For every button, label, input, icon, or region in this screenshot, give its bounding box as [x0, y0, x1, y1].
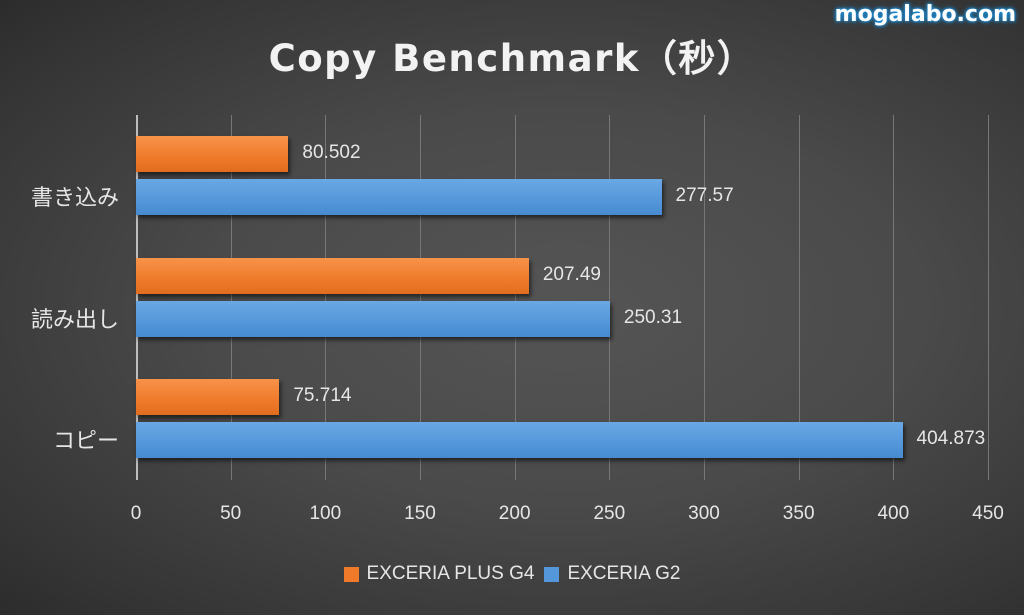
chart-title: Copy Benchmark（秒） [268, 37, 756, 80]
data-label: 277.57 [675, 185, 734, 206]
x-tick-label: 200 [498, 503, 531, 524]
data-label: 250.31 [623, 307, 683, 328]
legend-label: EXCERIA G2 [567, 563, 681, 584]
bar-exceria-plus-g4 [136, 379, 280, 415]
y-axis-line [136, 115, 138, 480]
gridline [893, 115, 895, 480]
bar-exceria-g2 [136, 179, 662, 215]
legend-label: EXCERIA PLUS G4 [366, 563, 535, 584]
bar-exceria-plus-g4 [136, 258, 529, 294]
x-tick-label: 50 [220, 503, 242, 524]
bar-exceria-plus-g4 [136, 136, 289, 172]
data-label: 404.873 [916, 428, 986, 449]
gridline [325, 115, 327, 480]
gridline [420, 115, 421, 480]
data-label: 75.714 [293, 385, 352, 406]
legend-item-exceria-g2: EXCERIA G2 [544, 563, 680, 585]
plot-area: 80.502 277.57 207.49 250.31 75.714 404.873 [136, 115, 989, 480]
legend: EXCERIA PLUS G4 EXCERIA G2 [0, 563, 1024, 585]
bar-exceria-g2 [136, 422, 903, 458]
gridline [988, 115, 989, 480]
orange-swatch-icon [343, 566, 359, 582]
watermark: mogalabo.com [834, 2, 1016, 27]
x-tick-label: 350 [782, 503, 815, 524]
blue-swatch-icon [544, 566, 560, 582]
x-tick-label: 400 [877, 503, 910, 524]
x-tick-label: 450 [972, 503, 1004, 524]
x-tick-label: 250 [593, 503, 626, 524]
category-label: 書き込み [30, 186, 119, 211]
bar-exceria-g2 [136, 301, 610, 337]
legend-item-exceria-plus-g4: EXCERIA PLUS G4 [343, 563, 535, 585]
x-tick-label: 150 [404, 503, 436, 524]
data-label: 80.502 [302, 142, 361, 163]
gridline [704, 115, 705, 480]
category-label: 読み出し [30, 308, 119, 333]
gridline [514, 115, 516, 480]
gridline [230, 115, 232, 480]
x-tick-label: 100 [309, 503, 342, 524]
gridline [609, 115, 611, 480]
x-tick-label: 0 [130, 503, 142, 524]
gridline [798, 115, 800, 480]
data-label: 207.49 [542, 264, 601, 285]
category-label: コピー [52, 429, 119, 454]
x-tick-label: 300 [688, 503, 720, 524]
